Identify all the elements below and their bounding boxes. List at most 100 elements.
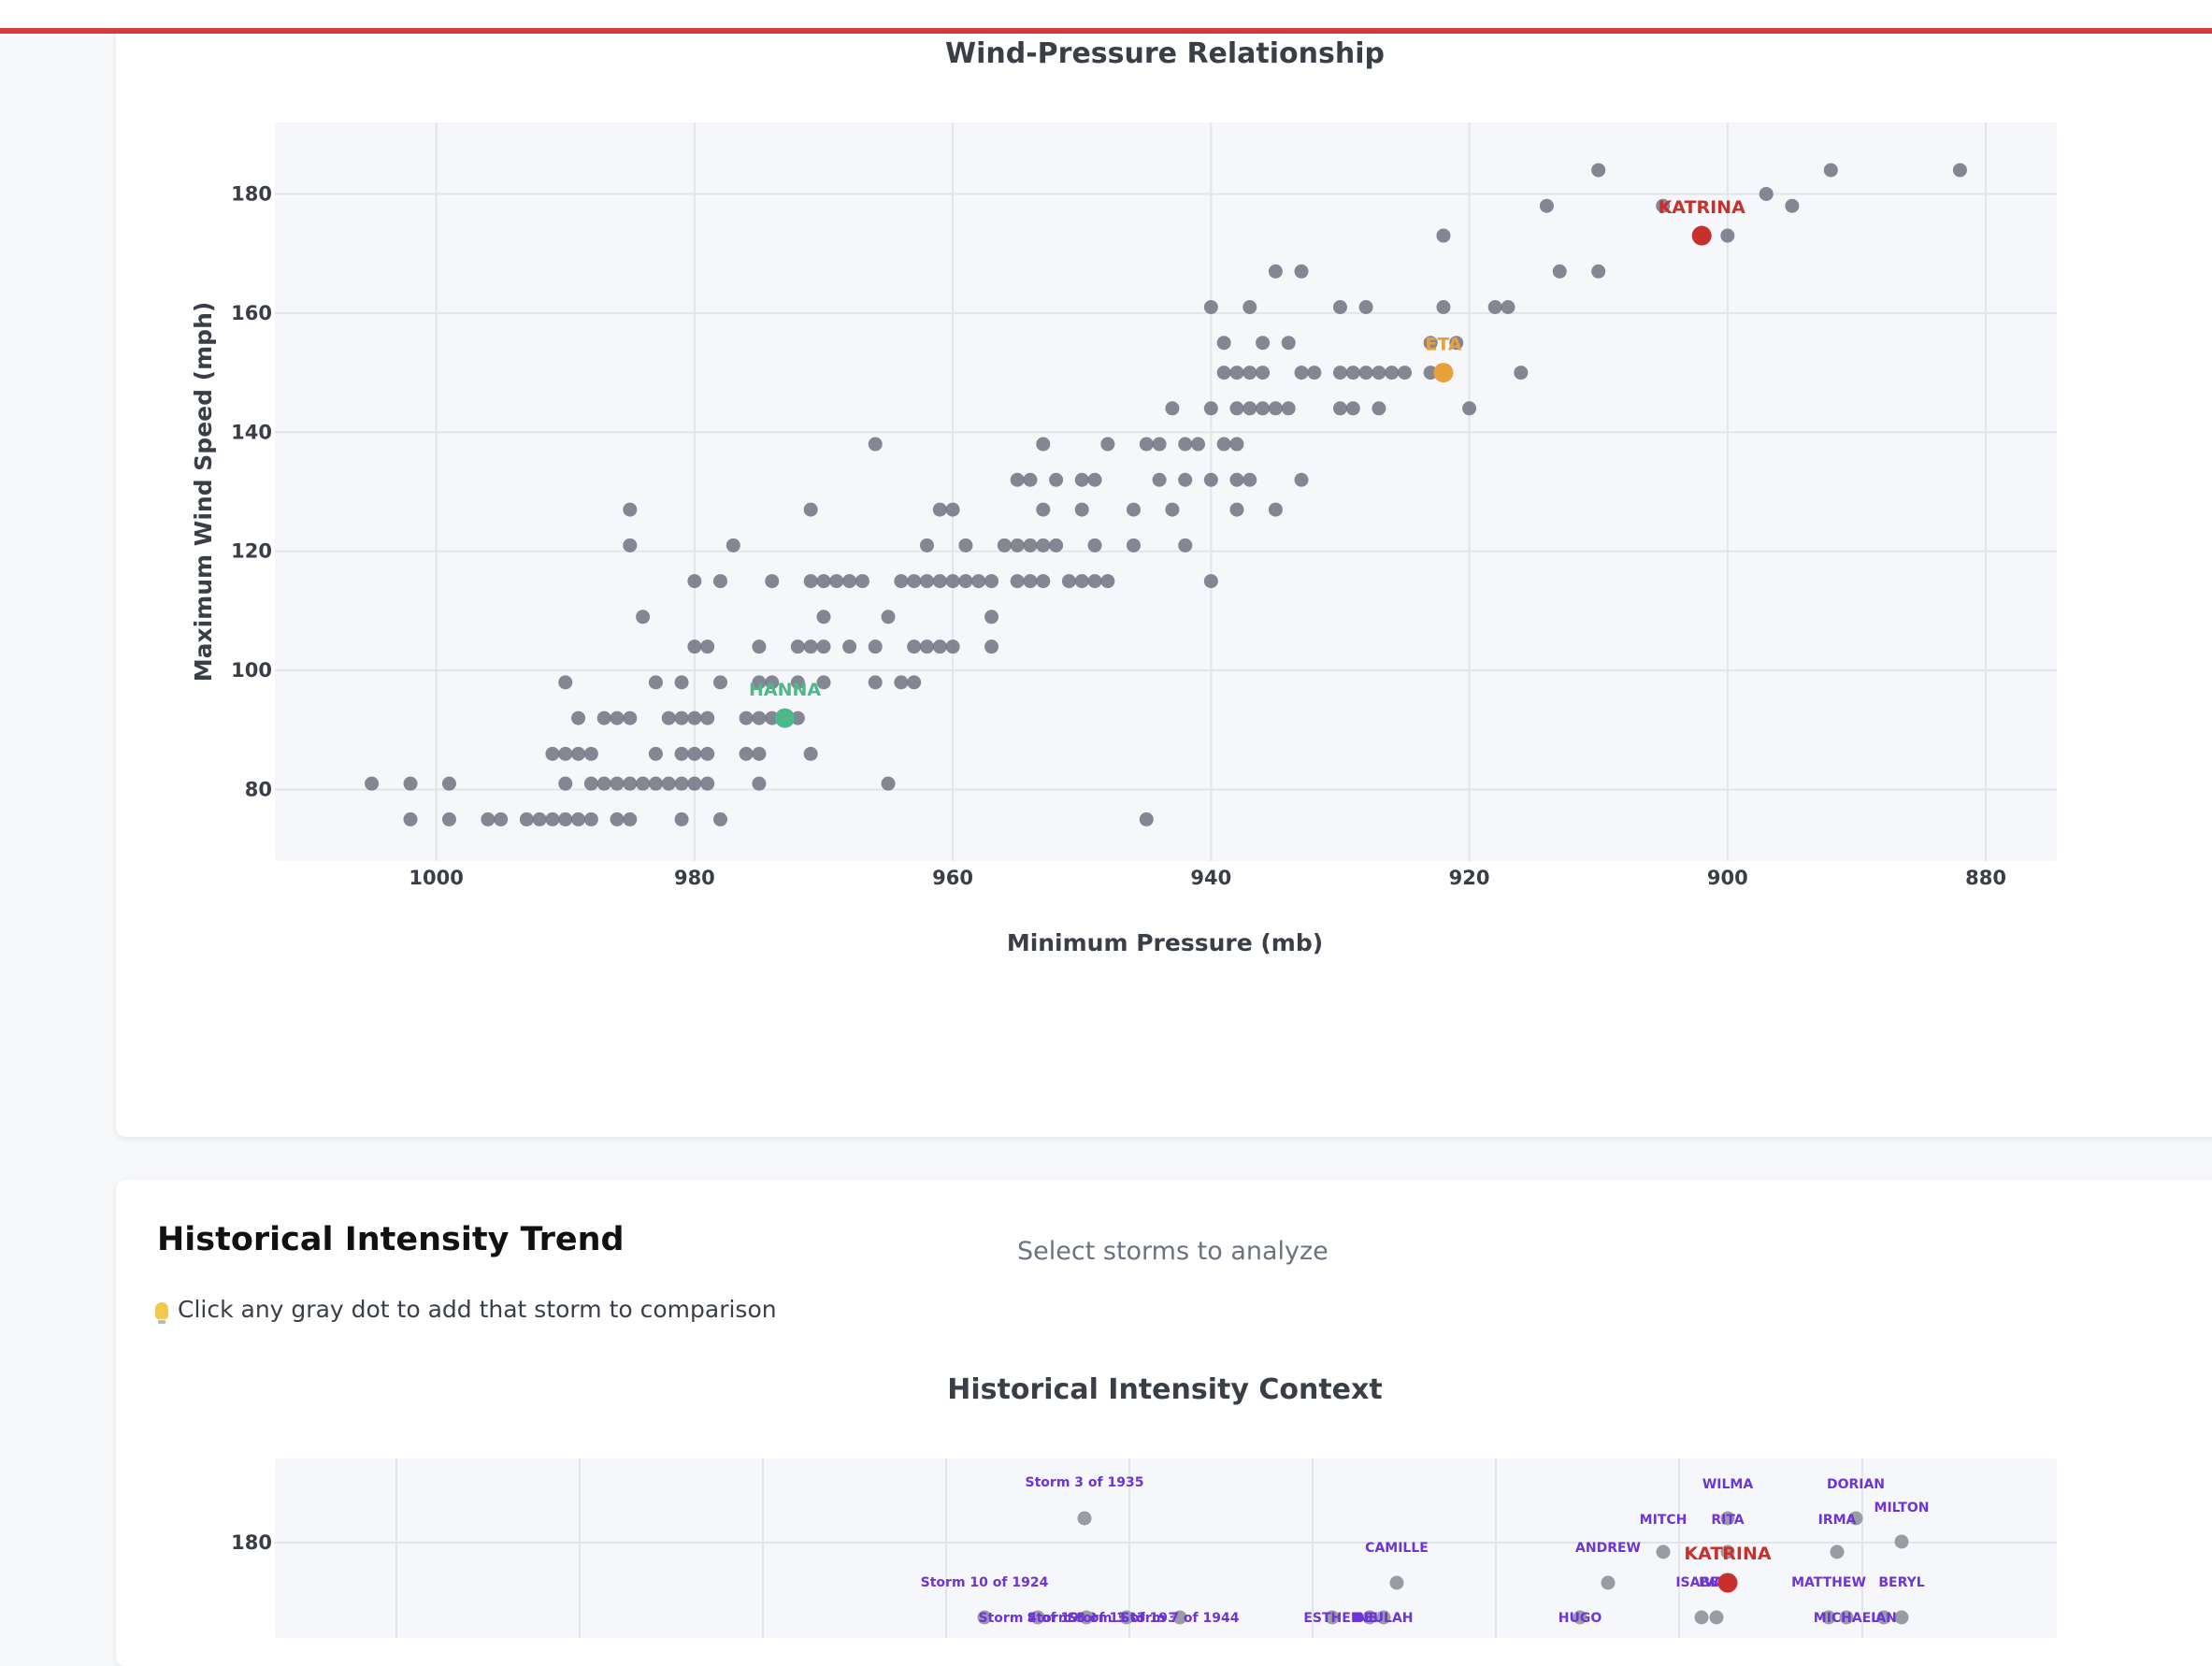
storm-point[interactable] — [1087, 574, 1102, 589]
storm-point[interactable] — [687, 776, 702, 791]
storm-point[interactable] — [1514, 366, 1529, 381]
storm-point[interactable] — [623, 776, 638, 791]
storm-point[interactable] — [558, 746, 573, 761]
storm-point[interactable] — [790, 639, 805, 654]
storm-point[interactable] — [1256, 401, 1271, 416]
storm-point[interactable] — [739, 746, 754, 761]
storm-point[interactable] — [803, 746, 818, 761]
highlight-point-katrina[interactable] — [1691, 225, 1712, 246]
storm-point[interactable] — [1294, 366, 1309, 381]
storm-point[interactable] — [1256, 336, 1271, 351]
storm-point[interactable] — [1242, 401, 1257, 416]
storm-point[interactable] — [583, 746, 598, 761]
context-highlight-point[interactable] — [1717, 1573, 1738, 1593]
storm-point[interactable] — [894, 574, 909, 589]
storm-point[interactable] — [700, 776, 715, 791]
storm-point[interactable] — [1268, 264, 1283, 279]
storm-point[interactable] — [441, 776, 456, 791]
storm-point[interactable] — [674, 711, 689, 725]
storm-point[interactable] — [687, 574, 702, 589]
storm-point[interactable] — [610, 811, 625, 826]
storm-point[interactable] — [700, 711, 715, 725]
storm-point[interactable] — [571, 746, 586, 761]
storm-point[interactable] — [1036, 437, 1051, 452]
storm-point[interactable] — [1229, 472, 1244, 487]
storm-point[interactable] — [932, 574, 947, 589]
storm-point[interactable] — [907, 639, 922, 654]
storm-point[interactable] — [1436, 228, 1451, 243]
storm-point[interactable] — [790, 675, 805, 690]
storm-point[interactable] — [971, 574, 986, 589]
storm-point[interactable] — [803, 639, 818, 654]
storm-point[interactable] — [1294, 472, 1309, 487]
context-storm-point[interactable] — [1720, 1544, 1735, 1559]
storm-point[interactable] — [623, 711, 638, 725]
storm-point[interactable] — [1307, 366, 1322, 381]
storm-point[interactable] — [571, 711, 586, 725]
storm-point[interactable] — [1449, 336, 1464, 351]
storm-point[interactable] — [1010, 574, 1025, 589]
storm-point[interactable] — [997, 538, 1012, 553]
storm-point[interactable] — [803, 502, 818, 517]
storm-point[interactable] — [881, 776, 896, 791]
storm-point[interactable] — [1423, 336, 1438, 351]
storm-point[interactable] — [765, 574, 780, 589]
context-storm-point[interactable] — [1709, 1610, 1724, 1625]
context-storm-point[interactable] — [1362, 1610, 1377, 1625]
storm-point[interactable] — [1358, 300, 1373, 314]
context-storm-point[interactable] — [1119, 1610, 1134, 1625]
storm-point[interactable] — [1398, 366, 1413, 381]
context-storm-point[interactable] — [1656, 1544, 1671, 1559]
storm-point[interactable] — [1229, 366, 1244, 381]
storm-point[interactable] — [636, 776, 651, 791]
storm-point[interactable] — [1759, 186, 1774, 201]
storm-point[interactable] — [1023, 538, 1038, 553]
highlight-point-hanna[interactable] — [775, 708, 796, 728]
context-storm-point[interactable] — [1077, 1511, 1092, 1526]
storm-point[interactable] — [907, 675, 922, 690]
storm-point[interactable] — [1023, 472, 1038, 487]
storm-point[interactable] — [661, 776, 676, 791]
context-storm-point[interactable] — [1079, 1610, 1094, 1625]
storm-point[interactable] — [1061, 574, 1076, 589]
storm-point[interactable] — [752, 776, 767, 791]
storm-point[interactable] — [403, 776, 418, 791]
storm-point[interactable] — [1203, 574, 1218, 589]
storm-point[interactable] — [1656, 198, 1671, 213]
storm-point[interactable] — [1074, 574, 1089, 589]
storm-point[interactable] — [1372, 401, 1386, 416]
storm-point[interactable] — [958, 574, 973, 589]
storm-point[interactable] — [958, 538, 973, 553]
storm-point[interactable] — [932, 639, 947, 654]
storm-point[interactable] — [765, 711, 780, 725]
context-storm-point[interactable] — [1030, 1610, 1045, 1625]
storm-point[interactable] — [648, 675, 663, 690]
storm-point[interactable] — [984, 639, 999, 654]
storm-point[interactable] — [1178, 538, 1193, 553]
context-storm-point[interactable] — [1894, 1534, 1909, 1549]
storm-point[interactable] — [1178, 437, 1193, 452]
storm-point[interactable] — [868, 675, 883, 690]
storm-point[interactable] — [894, 675, 909, 690]
storm-point[interactable] — [739, 711, 754, 725]
storm-point[interactable] — [1074, 472, 1089, 487]
storm-point[interactable] — [713, 574, 727, 589]
storm-select-placeholder[interactable]: Select storms to analyze — [1017, 1237, 1329, 1266]
storm-point[interactable] — [1152, 437, 1167, 452]
storm-point[interactable] — [1139, 437, 1154, 452]
storm-point[interactable] — [1242, 472, 1257, 487]
storm-point[interactable] — [674, 746, 689, 761]
storm-point[interactable] — [1100, 574, 1115, 589]
highlight-point-eta[interactable] — [1433, 363, 1454, 383]
context-storm-point[interactable] — [1376, 1610, 1391, 1625]
storm-point[interactable] — [984, 610, 999, 625]
storm-point[interactable] — [700, 746, 715, 761]
storm-point[interactable] — [1087, 538, 1102, 553]
storm-point[interactable] — [674, 811, 689, 826]
storm-point[interactable] — [583, 811, 598, 826]
storm-point[interactable] — [752, 711, 767, 725]
storm-point[interactable] — [1010, 538, 1025, 553]
storm-point[interactable] — [661, 711, 676, 725]
storm-point[interactable] — [558, 776, 573, 791]
storm-point[interactable] — [907, 574, 922, 589]
